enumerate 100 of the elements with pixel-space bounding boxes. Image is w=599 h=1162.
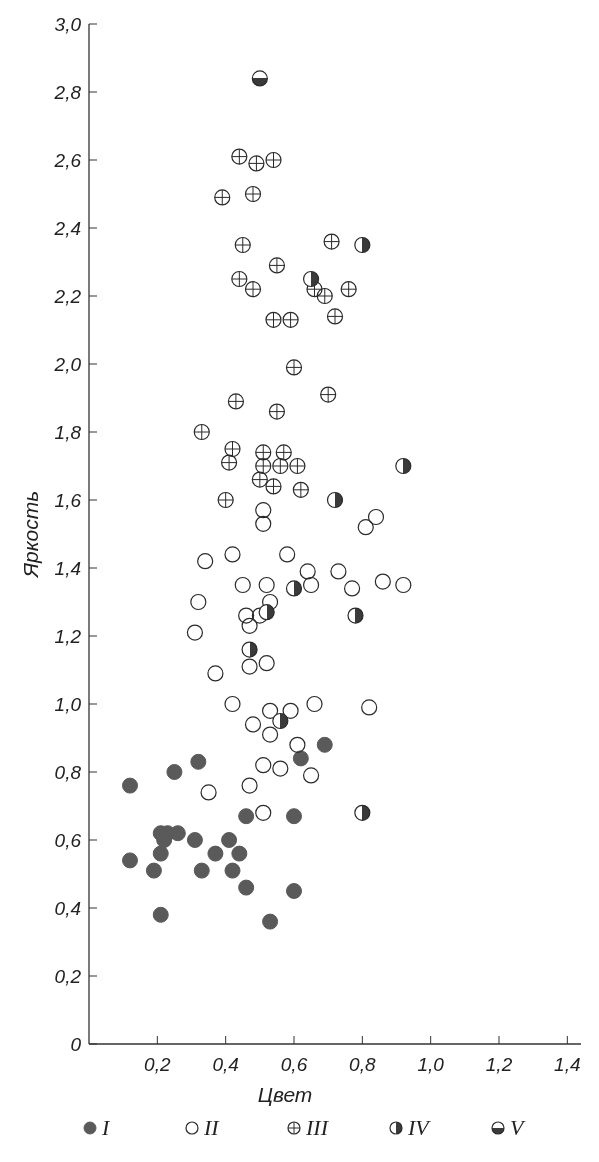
point [262,913,279,930]
point [190,593,207,611]
point [220,454,238,471]
point [244,281,262,298]
point [286,883,302,899]
point [244,716,262,733]
point [326,491,344,509]
point [214,189,231,206]
point [340,281,357,298]
point [258,576,275,594]
x-tick-label: 0,6 [280,1054,308,1075]
point [238,607,255,624]
y-tick-label: 0 [70,1033,82,1055]
point [367,508,385,526]
y-tick-label: 0,2 [54,965,82,987]
y-tick-label: 2,6 [53,149,82,171]
point [231,148,248,165]
y-tick-label: 1,2 [54,625,82,647]
point [231,845,248,862]
y-tick-label: 2,0 [53,353,82,375]
point [227,393,245,410]
legend-label: IV [407,1115,432,1140]
point [292,481,309,498]
point [221,832,238,848]
x-tick-label: 1,2 [485,1054,513,1075]
point [207,845,224,862]
point [217,491,234,509]
point [265,151,282,169]
point [255,457,272,475]
point [261,702,279,719]
point [186,832,203,848]
y-axis-title: Яркость [19,490,42,579]
point [190,753,207,770]
point [330,563,347,580]
point [145,862,162,879]
y-tick-label: 0,4 [54,897,81,919]
point [272,712,289,730]
point [238,808,255,825]
point [244,185,262,203]
point [258,604,275,621]
point [268,403,286,420]
point [289,457,306,475]
point [224,862,241,879]
point [289,736,306,753]
point [347,607,364,624]
point [241,658,258,675]
y-tick-label: 1,0 [54,693,82,715]
y-tick-label: 0,6 [54,829,82,851]
x-tick-label: 0,8 [349,1054,376,1075]
point [292,750,309,767]
point [316,736,333,753]
y-tick-label: 1,8 [54,421,82,443]
point [275,444,292,461]
y-tick-label: 3,0 [54,13,82,35]
point [326,308,344,325]
x-tick-label: 0,4 [212,1054,239,1075]
point [186,624,204,641]
point [255,757,272,774]
point [200,784,217,801]
y-tick-label: 1,6 [54,489,82,511]
point [299,563,316,580]
point [272,457,289,475]
point [354,236,371,254]
point [207,665,224,682]
point [122,777,138,794]
point [248,155,265,172]
point [251,70,268,87]
point [354,804,371,821]
point [265,311,282,328]
point [166,764,183,780]
point [374,573,391,590]
legend-label: I [101,1115,111,1140]
point [152,906,169,923]
y-tick-label: 2,2 [53,285,82,307]
point [255,502,272,519]
y-tick-label: 0,8 [54,761,82,783]
point [122,852,138,869]
point [224,695,241,713]
point [224,440,241,458]
point [255,804,272,821]
point [261,593,279,611]
point [302,576,320,594]
point [282,702,299,719]
point [357,519,374,536]
y-tick-label: 2,8 [53,81,82,103]
point [272,760,289,777]
point [241,641,258,658]
point [395,576,412,594]
point [234,236,251,254]
point [255,515,272,532]
y-tick-label: 1,4 [54,557,81,579]
point [279,546,296,563]
point [282,311,299,328]
point [343,580,361,597]
point [234,576,251,594]
point [320,386,337,403]
point [241,777,258,794]
legend-label: V [510,1115,526,1140]
legend-label: II [203,1115,221,1140]
x-axis-title: Цвет [257,1083,313,1106]
